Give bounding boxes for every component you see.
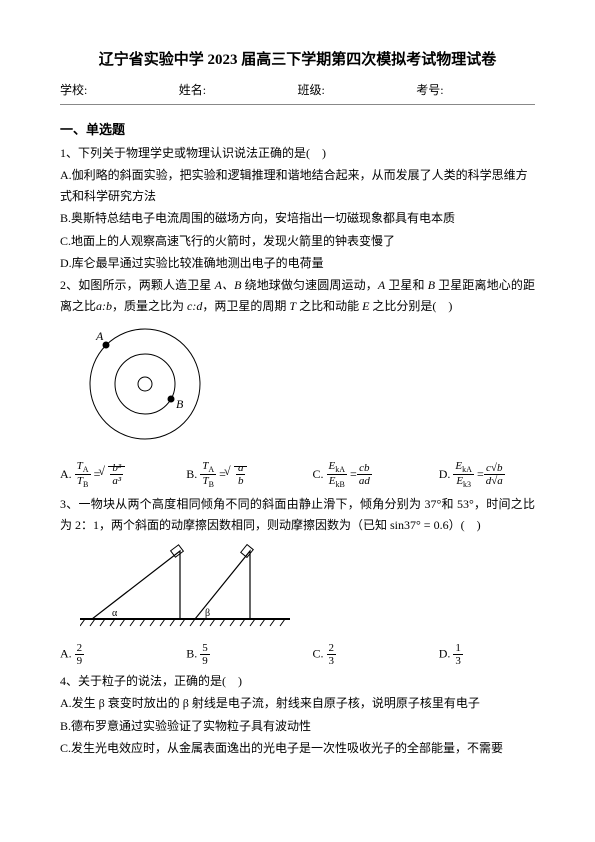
incline-diagram: α β xyxy=(80,541,290,629)
q3D-d: 3 xyxy=(453,655,463,667)
q3-optB: B. 59 xyxy=(186,642,282,667)
q1-optD: D.库仑最早通过实验比较准确地测出电子的电荷量 xyxy=(60,253,535,273)
label-A: A xyxy=(95,329,104,343)
q2-diagram: A B xyxy=(80,322,535,453)
name-label: 姓名: xyxy=(179,80,298,100)
fD-n2: kA xyxy=(462,465,472,474)
q3C-n: 2 xyxy=(327,642,337,655)
fD-r1: c xyxy=(486,462,491,474)
q3A-n: 2 xyxy=(75,642,85,655)
info-row: 学校: 姓名: 班级: 考号: xyxy=(60,80,535,105)
q1-optA: A.伽利略的斜面实验，把实验和逻辑推理和谐地结合起来，从而发展了人类的科学思维方… xyxy=(60,165,535,206)
section-heading: 一、单选题 xyxy=(60,119,535,141)
q2-t3: 卫星和 xyxy=(385,278,428,292)
q2A-pre: A. xyxy=(60,467,72,481)
q3C-pre: C. xyxy=(313,646,324,660)
fA-r1: b³ xyxy=(110,462,123,475)
q1-optB: B.奥斯特总结电子电流周围的磁场方向，安培指出一切磁现象都具有电本质 xyxy=(60,208,535,228)
angle-beta: β xyxy=(205,608,210,619)
fC-n2: kA xyxy=(335,465,345,474)
examno-label: 考号: xyxy=(416,80,535,100)
q4-optC: C.发生光电效应时，从金属表面逸出的光电子是一次性吸收光子的全部能量，不需要 xyxy=(60,738,535,758)
q3-options: A. 29 B. 59 C. 23 D. 13 xyxy=(60,642,535,667)
q4-stem: 4、关于粒子的说法，正确的是( ) xyxy=(60,671,535,691)
fA-d2: B xyxy=(83,481,88,490)
q2-t6: ，两卫星的周期 xyxy=(202,299,289,313)
label-B: B xyxy=(176,397,184,411)
q3-optA: A. 29 xyxy=(60,642,156,667)
page-title: 辽宁省实验中学 2023 届高三下学期第四次模拟考试物理试卷 xyxy=(60,48,535,74)
q2-optA: A. TATB =b³a³ xyxy=(60,460,156,491)
q3B-n: 5 xyxy=(200,642,210,655)
q2-stem: 2、如图所示，两颗人造卫星 A、B 绕地球做匀速圆周运动，A 卫星和 B 卫星距… xyxy=(60,275,535,316)
fB-r1: a xyxy=(236,462,246,475)
q2-t2: 绕地球做匀速圆周运动， xyxy=(241,278,377,292)
q3C-d: 3 xyxy=(327,655,337,667)
q3-diagram: α β xyxy=(80,541,535,635)
q2-options: A. TATB =b³a³ B. TATB =ab C. EkAEkB =cba… xyxy=(60,460,535,491)
q3-stem: 3、一物块从两个高度相同倾角不同的斜面由静止滑下，倾角分别为 37°和 53°，… xyxy=(60,494,535,535)
fB-d2: B xyxy=(209,481,214,490)
q3B-d: 9 xyxy=(200,655,210,667)
q2-b: B xyxy=(428,278,435,292)
q2-optB: B. TATB =ab xyxy=(186,460,282,491)
q2-t1: 2、如图所示，两颗人造卫星 xyxy=(60,278,215,292)
fA-r2: a³ xyxy=(110,475,123,487)
school-label: 学校: xyxy=(60,80,179,100)
angle-alpha: α xyxy=(112,608,118,619)
q3A-pre: A. xyxy=(60,646,72,660)
q3A-d: 9 xyxy=(75,655,85,667)
q3B-pre: B. xyxy=(186,646,197,660)
fA-n2: A xyxy=(83,465,89,474)
q3D-n: 1 xyxy=(453,642,463,655)
fD-r2: d xyxy=(486,475,492,487)
q2C-pre: C. xyxy=(313,467,324,481)
orbit-diagram: A B xyxy=(80,322,210,447)
fB-n2: A xyxy=(208,465,214,474)
q3D-pre: D. xyxy=(439,646,451,660)
q2-ab: A、B xyxy=(215,278,242,292)
q2-ratio1: a:b xyxy=(96,299,112,313)
fD-d2: k3 xyxy=(463,481,471,490)
q2-t8: 之比分别是( ) xyxy=(369,299,452,313)
q2-optC: C. EkAEkB =cbad xyxy=(313,460,409,491)
fC-r2b: d xyxy=(364,475,370,487)
q2-t5: ，质量之比为 xyxy=(112,299,187,313)
q4-optA: A.发生 β 衰变时放出的 β 射线是电子流，射线来自原子核，说明原子核里有电子 xyxy=(60,693,535,713)
q1-stem: 1、下列关于物理学史或物理认识说法正确的是( ) xyxy=(60,143,535,163)
class-label: 班级: xyxy=(298,80,417,100)
fB-r2: b xyxy=(236,475,246,487)
q2B-pre: B. xyxy=(186,467,197,481)
q2-ratio2: c:d xyxy=(187,299,202,313)
q3-optC: C. 23 xyxy=(313,642,409,667)
q2-t7: 之比和动能 xyxy=(296,299,362,313)
q2-optD: D. EkAEk3 =c√bd√a xyxy=(439,460,535,491)
fC-r1b: b xyxy=(364,462,370,474)
q4-optB: B.德布罗意通过实验验证了实物粒子具有波动性 xyxy=(60,716,535,736)
q2D-pre: D. xyxy=(439,467,451,481)
fC-d2: kB xyxy=(335,481,344,490)
q1-optC: C.地面上的人观察高速飞行的火箭时，发现火箭里的钟表变慢了 xyxy=(60,231,535,251)
fD-r2b: a xyxy=(497,475,503,487)
fD-r1b: b xyxy=(497,462,503,474)
q3-optD: D. 13 xyxy=(439,642,535,667)
